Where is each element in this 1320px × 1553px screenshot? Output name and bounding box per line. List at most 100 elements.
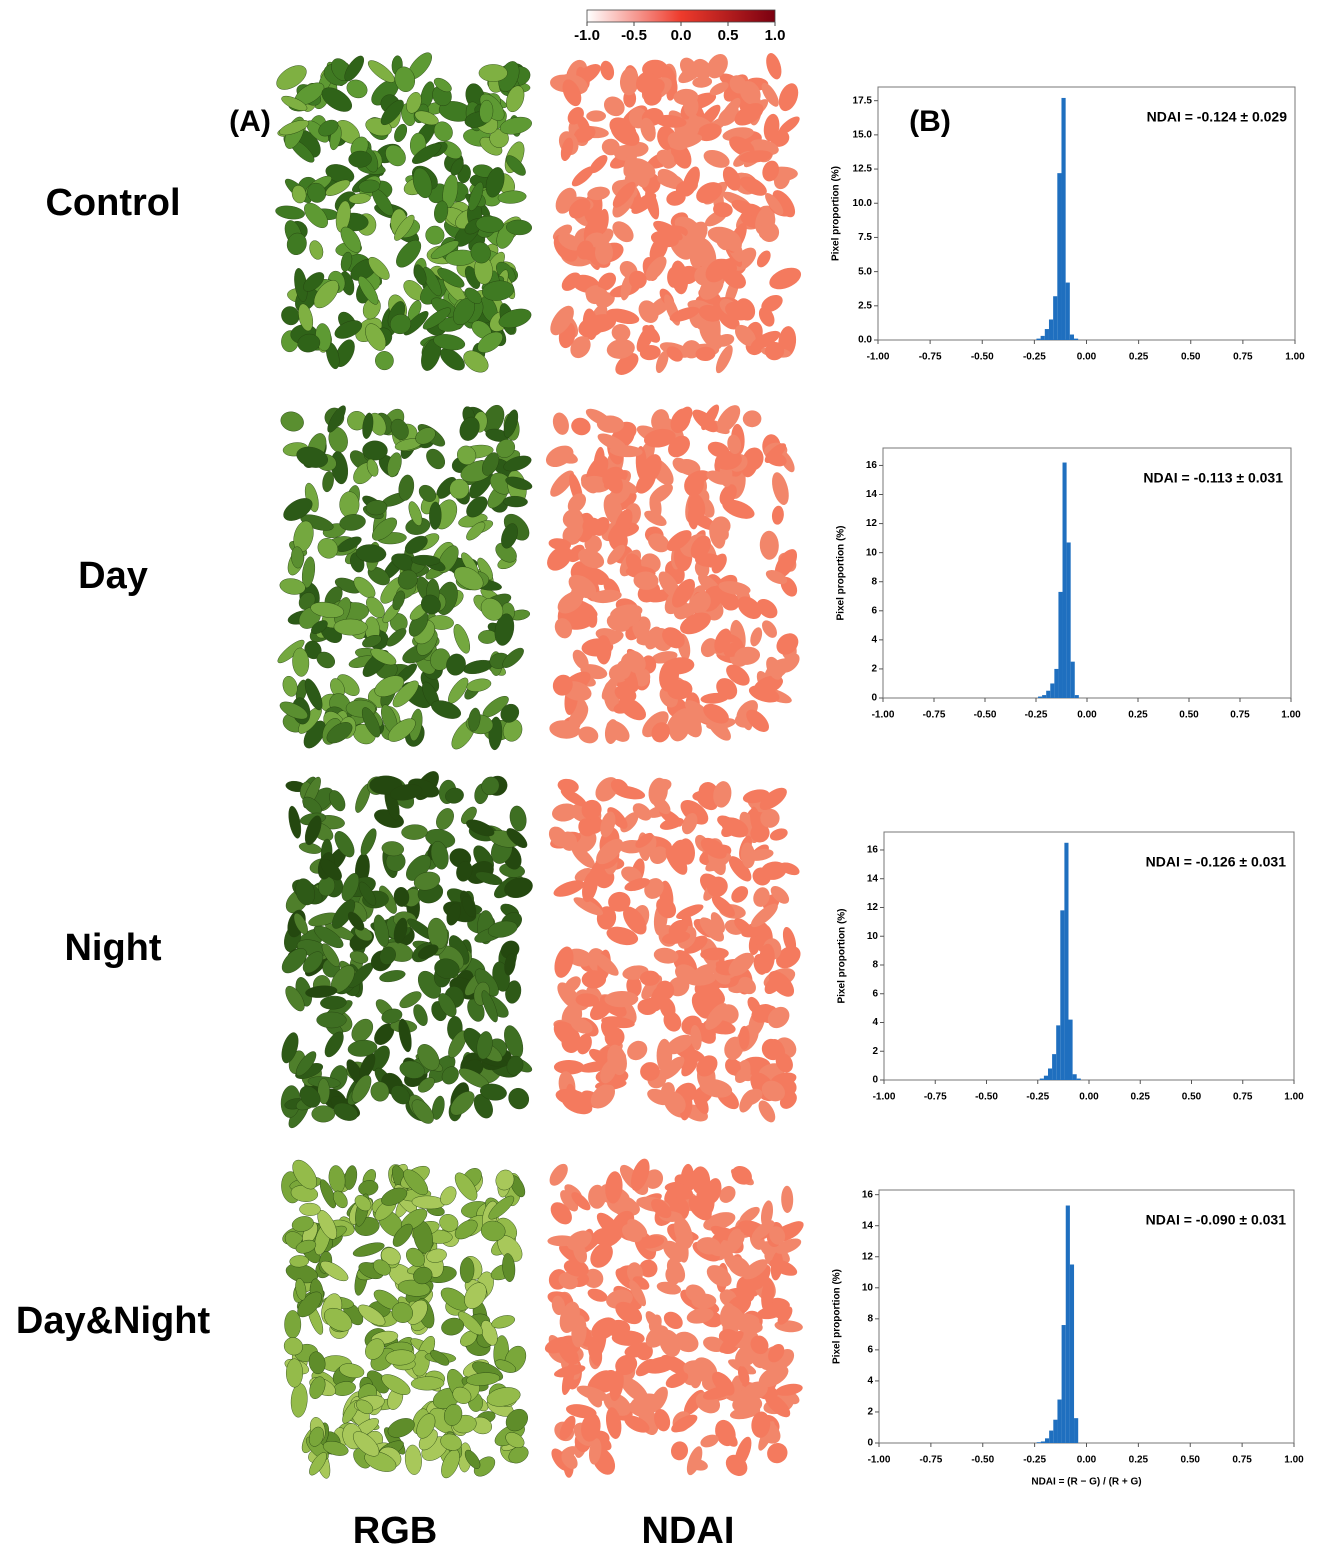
- leaf: [304, 815, 322, 846]
- leaf: [290, 1383, 308, 1418]
- leaf: [722, 499, 755, 519]
- leaf: [302, 951, 324, 974]
- leaf: [651, 1198, 672, 1219]
- leaf: [279, 119, 310, 136]
- leaf: [638, 300, 659, 324]
- x-tick-label: 0.75: [1230, 710, 1250, 721]
- leaf: [621, 866, 642, 883]
- leaf: [645, 1325, 669, 1348]
- leaf: [618, 697, 646, 721]
- leaf: [571, 1315, 587, 1348]
- leaf: [313, 280, 339, 309]
- leaf: [582, 871, 598, 903]
- leaf: [713, 202, 733, 218]
- leaf: [750, 903, 778, 928]
- ndai-image: [550, 53, 802, 376]
- leaf: [551, 1295, 565, 1316]
- leaf: [648, 777, 668, 806]
- leaf: [607, 1044, 627, 1076]
- leaf: [691, 1293, 717, 1309]
- leaf: [561, 1451, 578, 1470]
- leaf: [578, 726, 599, 744]
- x-tick-label: -0.75: [919, 1455, 942, 1466]
- leaf: [341, 873, 360, 902]
- leaf: [606, 308, 640, 325]
- leaf: [764, 1392, 791, 1418]
- leaf: [450, 158, 464, 176]
- leaf: [502, 1253, 516, 1282]
- leaf: [560, 831, 578, 851]
- leaf: [348, 150, 372, 168]
- leaf: [606, 720, 630, 742]
- annotation: NDAI = -0.090 ± 0.031: [1146, 1212, 1287, 1228]
- leaf: [426, 1248, 447, 1263]
- leaf: [605, 1407, 622, 1439]
- leaf: [434, 958, 460, 979]
- leaf: [416, 1413, 436, 1439]
- leaf: [403, 311, 429, 336]
- row-label: Day: [78, 555, 148, 597]
- leaf: [404, 535, 428, 554]
- bar: [1066, 542, 1071, 698]
- leaf: [769, 1259, 798, 1276]
- x-tick-label: -0.50: [971, 1455, 994, 1466]
- leaf: [551, 1448, 570, 1471]
- leaf: [596, 838, 624, 865]
- colorbar-tick-label: 1.0: [765, 27, 786, 44]
- leaf: [683, 95, 699, 118]
- y-axis-label: Pixel proportion (%): [831, 166, 842, 261]
- leaf: [615, 1354, 638, 1375]
- bar: [1069, 334, 1074, 340]
- leaf: [283, 498, 313, 521]
- leaf: [279, 701, 308, 720]
- leaf: [653, 947, 679, 964]
- leaf: [747, 848, 774, 861]
- leaf: [552, 412, 569, 435]
- leaf: [413, 871, 441, 891]
- leaf: [629, 1280, 647, 1307]
- leaf: [553, 880, 585, 897]
- leaf: [684, 473, 705, 497]
- leaf: [611, 324, 631, 342]
- leaf: [425, 225, 445, 245]
- leaf: [684, 700, 713, 724]
- x-tick-label: 0.50: [1181, 352, 1201, 363]
- leaf: [700, 1434, 719, 1448]
- leaf: [504, 877, 533, 898]
- leaf: [718, 581, 751, 596]
- leaf: [291, 185, 307, 204]
- leaf: [751, 1411, 771, 1438]
- leaf: [761, 1278, 775, 1312]
- y-tick-label: 8: [872, 960, 878, 971]
- leaf: [736, 1319, 763, 1334]
- leaf: [662, 627, 685, 649]
- leaf: [703, 149, 730, 168]
- leaf: [696, 182, 723, 204]
- leaf: [313, 925, 344, 949]
- leaf: [665, 1372, 689, 1388]
- leaf: [393, 917, 408, 944]
- leaf: [481, 776, 500, 796]
- leaf: [505, 476, 533, 490]
- plot-frame: [878, 1189, 1295, 1444]
- leaf: [559, 1244, 581, 1263]
- leaf: [417, 1077, 435, 1093]
- leaf: [692, 76, 713, 88]
- leaf: [411, 143, 442, 164]
- leaf: [503, 455, 532, 472]
- leaf: [622, 1223, 643, 1243]
- leaf: [750, 627, 763, 647]
- leaf: [353, 576, 376, 599]
- leaf: [742, 1381, 768, 1401]
- leaf: [558, 1272, 579, 1290]
- leaf: [690, 591, 711, 614]
- leaf: [573, 897, 604, 916]
- leaf: [743, 1259, 768, 1280]
- leaf: [505, 1432, 525, 1448]
- y-tick-label: 0: [871, 693, 877, 704]
- leaf: [683, 1360, 713, 1380]
- leaf: [394, 66, 416, 92]
- leaf: [774, 549, 798, 579]
- leaf: [714, 450, 742, 470]
- bar: [1048, 319, 1054, 340]
